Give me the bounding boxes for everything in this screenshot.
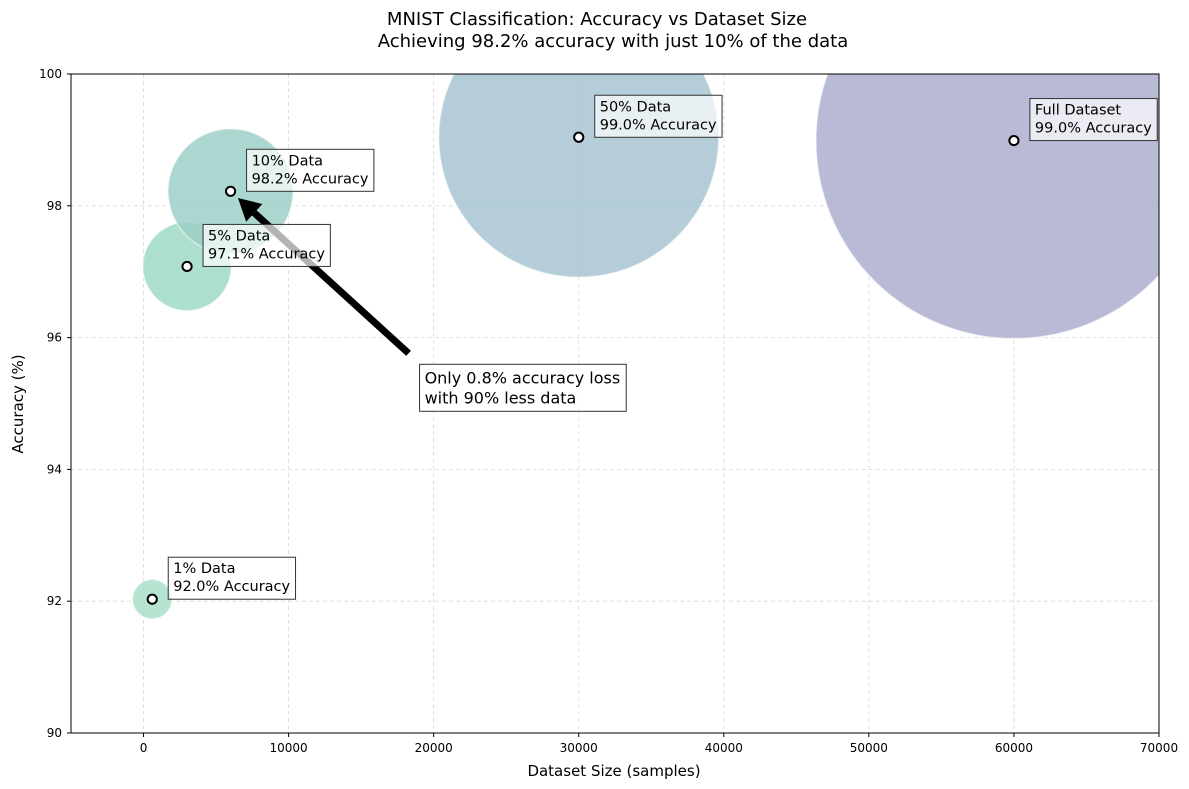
data-point	[224, 185, 237, 197]
callout-line-2: with 90% less data	[425, 388, 577, 407]
point-annotation: 50% Data 99.0% Accuracy	[594, 94, 723, 138]
annotation-box	[167, 556, 297, 600]
x-tick-label: 70000	[1140, 741, 1178, 755]
y-tick-label: 96	[47, 331, 62, 345]
x-tick-label: 50000	[850, 741, 888, 755]
y-tick-label: 100	[39, 67, 62, 81]
chart-title: MNIST Classification: Accuracy vs Datase…	[387, 9, 807, 30]
y-tick-label: 94	[47, 462, 62, 476]
data-point	[181, 260, 193, 273]
annotation-accuracy: 99.0% Accuracy	[600, 117, 717, 133]
callout-line-1: Only 0.8% accuracy loss	[425, 368, 621, 387]
x-tick-label: 10000	[270, 741, 308, 755]
annotation-box	[246, 148, 375, 192]
point-annotation: 10% Data 98.2% Accuracy	[246, 148, 375, 192]
label-layer: 1% Data 92.0% Accuracy 5% Data 97.1% Accura…	[167, 94, 1158, 600]
x-tick-label: 40000	[705, 741, 743, 755]
annotation-title: 5% Data	[208, 228, 270, 244]
tick-layer: 0 10000 20000 30000 40000 50000 60000 70000 90 92…	[39, 67, 1178, 755]
x-tick-label: 30000	[560, 741, 598, 755]
annotation-accuracy: 99.0% Accuracy	[1035, 121, 1152, 137]
y-axis-label: Accuracy (%)	[9, 354, 27, 453]
data-point	[1008, 134, 1020, 147]
callout-arrow-layer	[237, 198, 411, 356]
y-tick-label: 92	[47, 594, 62, 608]
callout-box	[419, 363, 627, 412]
annotation-title: 10% Data	[252, 153, 323, 169]
point-annotation: 1% Data 92.0% Accuracy	[167, 556, 297, 600]
point-layer	[146, 131, 1020, 605]
annotation-title: 50% Data	[600, 99, 671, 115]
bubble	[815, 74, 1159, 340]
point-annotation: 5% Data 97.1% Accuracy	[202, 223, 331, 267]
annotation-box	[1029, 98, 1158, 142]
plot-frame	[70, 73, 1160, 734]
point-annotation: Full Dataset 99.0% Accuracy	[1029, 98, 1158, 142]
y-tick-label: 90	[47, 726, 62, 740]
annotation-accuracy: 98.2% Accuracy	[252, 171, 369, 187]
annotation-box	[594, 94, 723, 138]
x-axis-label: Dataset Size (samples)	[527, 762, 700, 780]
y-tick-label: 98	[47, 199, 62, 213]
annotation-title: 1% Data	[173, 561, 235, 577]
data-point	[146, 593, 158, 605]
x-tick-label: 0	[140, 741, 148, 755]
chart-subtitle: Achieving 98.2% accuracy with just 10% o…	[378, 31, 849, 52]
annotation-box	[202, 223, 331, 267]
x-tick-label: 60000	[995, 741, 1033, 755]
annotation-accuracy: 92.0% Accuracy	[173, 579, 290, 595]
x-tick-label: 20000	[415, 741, 453, 755]
data-point	[573, 131, 585, 143]
callout-arrow-head	[237, 198, 263, 222]
annotation-accuracy: 97.1% Accuracy	[208, 246, 325, 262]
annotation-title: Full Dataset	[1035, 103, 1122, 119]
bubble-layer	[131, 74, 1159, 620]
